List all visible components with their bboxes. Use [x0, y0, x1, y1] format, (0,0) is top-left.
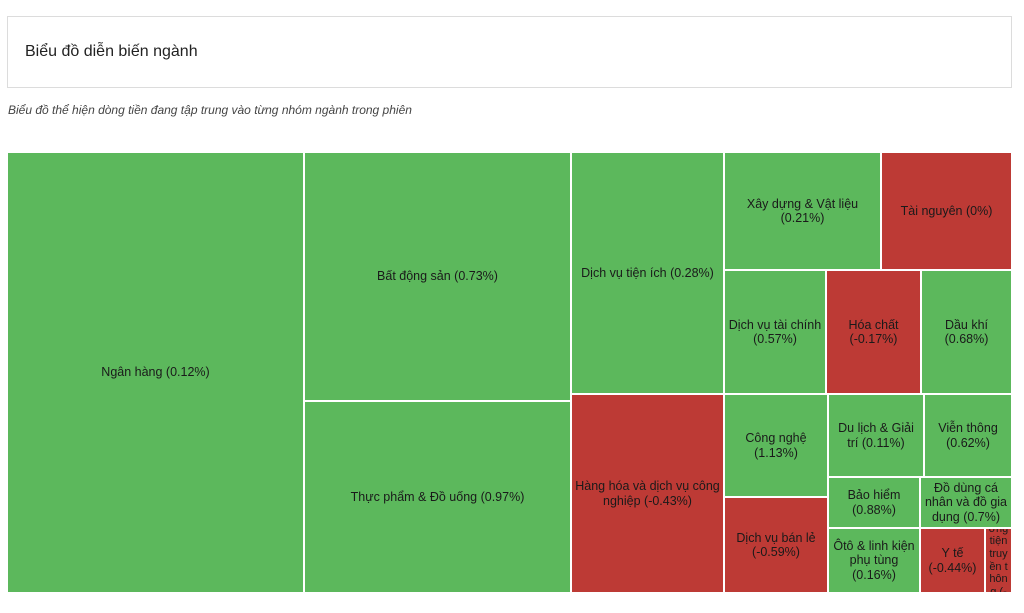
treemap-tile-label: Viễn thông (0.62%): [938, 421, 998, 450]
treemap-tile-label: Bảo hiểm (0.88%): [847, 488, 901, 517]
treemap-tile-label: Công nghệ (1.13%): [745, 431, 807, 460]
treemap-tile[interactable]: Dịch vụ tiện ích (0.28%): [571, 152, 724, 394]
treemap-tile-label: Phương tiện truyền thông (-1.0: [988, 528, 1009, 593]
treemap-tile-label: Hàng hóa và dịch vụ công nghiệp (-0.43%): [575, 479, 720, 508]
chart-subtitle: Biểu đồ thể hiện dòng tiền đang tập trun…: [8, 103, 412, 117]
treemap-tile-label: Dầu khí (0.68%): [944, 317, 989, 346]
treemap-tile-label: Du lịch & Giải trí (0.11%): [838, 421, 914, 450]
treemap-tile[interactable]: Xây dựng & Vật liệu (0.21%): [724, 152, 881, 270]
treemap-tile-label: Dịch vụ tiện ích (0.28%): [581, 265, 714, 280]
treemap-tile-label: Tài nguyên (0%): [900, 203, 993, 218]
treemap-tile[interactable]: Y tế (-0.44%): [920, 528, 985, 593]
treemap-tile-label: Dịch vụ bán lẻ (-0.59%): [736, 530, 816, 559]
treemap-tile-label: Dịch vụ tài chính (0.57%): [728, 317, 822, 346]
treemap-tile[interactable]: Thực phẩm & Đồ uống (0.97%): [304, 401, 571, 593]
treemap-tile[interactable]: Bảo hiểm (0.88%): [828, 477, 920, 528]
treemap-tile[interactable]: Du lịch & Giải trí (0.11%): [828, 394, 924, 477]
chart-title: Biểu đồ diễn biến ngành: [25, 43, 198, 60]
treemap-tile[interactable]: Công nghệ (1.13%): [724, 394, 828, 497]
treemap-tile[interactable]: Bất động sản (0.73%): [304, 152, 571, 401]
treemap-tile[interactable]: Hàng hóa và dịch vụ công nghiệp (-0.43%): [571, 394, 724, 593]
treemap-tile-label: Hóa chất (-0.17%): [848, 317, 899, 346]
treemap-tile-label: Y tế (-0.44%): [928, 546, 977, 575]
chart-header-panel: Biểu đồ diễn biến ngành: [7, 16, 1012, 88]
treemap-tile-label: Ngân hàng (0.12%): [101, 365, 210, 380]
treemap-tile[interactable]: Hóa chất (-0.17%): [826, 270, 921, 394]
treemap-tile-label: Ôtô & linh kiện phụ tùng (0.16%): [833, 538, 915, 582]
treemap-tile[interactable]: Ôtô & linh kiện phụ tùng (0.16%): [828, 528, 920, 593]
treemap-tile[interactable]: Đồ dùng cá nhân và đồ gia dụng (0.7%): [920, 477, 1012, 528]
treemap-tile[interactable]: Tài nguyên (0%): [881, 152, 1012, 270]
treemap-tile[interactable]: Dịch vụ bán lẻ (-0.59%): [724, 497, 828, 593]
treemap-tile[interactable]: Ngân hàng (0.12%): [7, 152, 304, 593]
treemap-tile[interactable]: Phương tiện truyền thông (-1.0: [985, 528, 1012, 593]
treemap-tile-label: Thực phẩm & Đồ uống (0.97%): [350, 489, 525, 504]
treemap-tile-label: Đồ dùng cá nhân và đồ gia dụng (0.7%): [924, 480, 1007, 524]
treemap-tile[interactable]: Viễn thông (0.62%): [924, 394, 1012, 477]
treemap-tile-label: Bất động sản (0.73%): [377, 269, 498, 284]
sector-treemap: Ngân hàng (0.12%) Bất động sản (0.73%) Thự…: [7, 152, 1012, 593]
treemap-tile[interactable]: Dầu khí (0.68%): [921, 270, 1012, 394]
treemap-tile-label: Xây dựng & Vật liệu (0.21%): [746, 196, 859, 225]
treemap-tile[interactable]: Dịch vụ tài chính (0.57%): [724, 270, 826, 394]
